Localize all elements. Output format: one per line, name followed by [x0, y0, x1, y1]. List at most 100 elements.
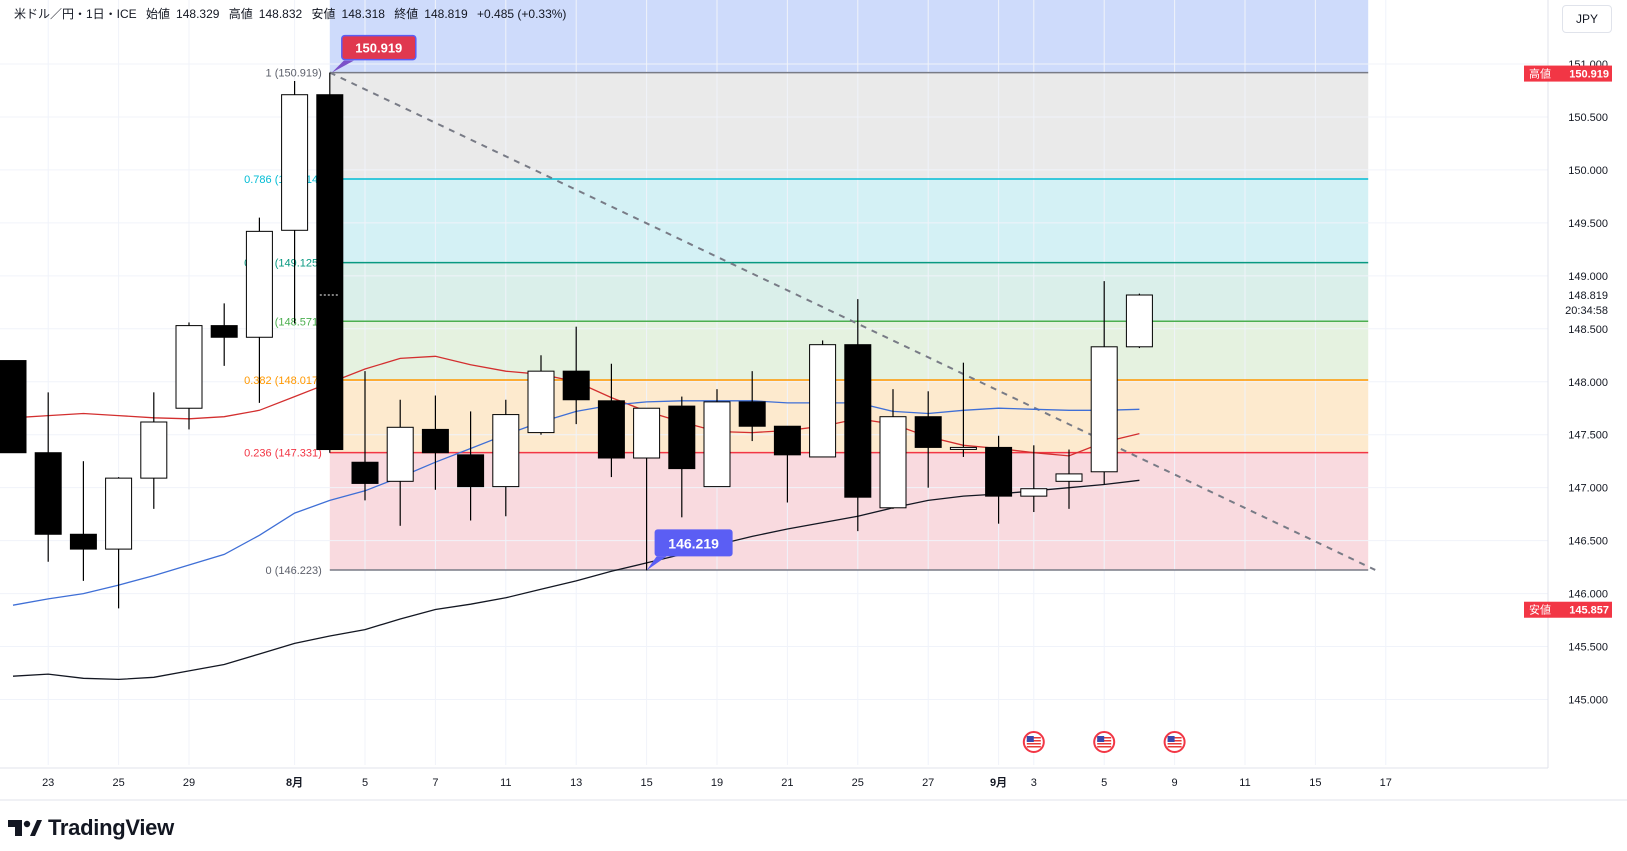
time-axis-tick: 25	[112, 777, 124, 789]
candle-body-up	[1125, 294, 1153, 348]
candle	[562, 326, 590, 425]
period-low-tag-label-bg	[1524, 601, 1556, 618]
candle	[597, 363, 625, 478]
us-event-flag-icon	[1163, 731, 1186, 753]
high-marker-text: 150.919	[355, 41, 402, 56]
candle	[492, 399, 520, 517]
candle-body-up	[879, 416, 907, 509]
symbol-title[interactable]: 米ドル／円・1日・ICE	[14, 7, 137, 21]
candle-body-up	[1020, 488, 1048, 497]
high-marker-box	[341, 34, 417, 61]
open-label: 始値	[146, 7, 171, 21]
candle	[738, 371, 766, 442]
candle	[69, 461, 97, 581]
candle	[1020, 445, 1048, 513]
candle-body-down	[210, 325, 238, 338]
us-event-flag-icon	[1093, 731, 1116, 753]
tradingview-logo[interactable]: TradingView	[8, 814, 174, 842]
time-axis-tick: 15	[640, 777, 652, 789]
candle-body-down	[69, 533, 97, 550]
candle-body-down	[457, 454, 485, 488]
candle	[668, 396, 696, 518]
price-axis-tick: 145.500	[1568, 642, 1608, 654]
us-event-flag-icon	[1022, 731, 1045, 753]
period-high-tag-label-bg	[1524, 65, 1556, 82]
candle	[316, 72, 344, 453]
symbol-header: 米ドル／円・1日・ICE 始値 148.329 高値 148.832 安値 148.3…	[14, 5, 572, 22]
fib-zone-0.618	[329, 262, 1369, 322]
moving-average-ma-long	[12, 479, 1140, 681]
close-value: 148.819	[424, 7, 468, 21]
period-low-tag-bg	[1556, 601, 1612, 618]
candle-body-up	[105, 477, 133, 550]
close-label: 終値	[394, 7, 419, 21]
candle	[1125, 293, 1153, 349]
time-axis-tick: 3	[1031, 777, 1037, 789]
event-icon-stripe	[1167, 743, 1182, 745]
candle	[386, 399, 414, 526]
candle	[809, 340, 837, 458]
candle	[914, 391, 942, 488]
candle-body-down	[668, 405, 696, 470]
candle	[105, 477, 133, 609]
low-marker-text: 146.219	[668, 535, 719, 551]
candle-body-down	[738, 401, 766, 427]
time-axis-tick: 15	[1309, 777, 1321, 789]
period-high-tag-value: 150.919	[1569, 69, 1609, 81]
price-axis-tick: 148.500	[1568, 324, 1608, 336]
candle	[210, 303, 238, 366]
candle	[175, 322, 203, 430]
candle	[1090, 281, 1118, 485]
open-value: 148.329	[176, 7, 220, 21]
countdown-label: 20:34:58	[1565, 305, 1608, 317]
candle-body-down	[914, 416, 942, 448]
period-low-tag-value: 145.857	[1569, 605, 1609, 617]
candle	[457, 411, 485, 521]
fib-zone-1	[329, 72, 1369, 180]
currency-button[interactable]: JPY	[1562, 5, 1612, 33]
period-low-tag-label: 安値	[1529, 603, 1551, 617]
candle-body-down	[351, 461, 379, 484]
candle	[879, 389, 907, 509]
low-marker-pointer	[646, 556, 667, 571]
candle	[140, 392, 168, 509]
high-label: 高値	[228, 7, 253, 21]
candle-body-up	[949, 446, 977, 450]
time-axis-tick: 13	[570, 777, 582, 789]
candle	[351, 371, 379, 501]
candle-body-down	[844, 344, 872, 498]
fib-label-0.382: 0.382 (148.017)	[244, 375, 322, 387]
candle-body-up	[245, 230, 273, 338]
event-icon-stripe	[1026, 743, 1041, 745]
time-axis-tick: 23	[42, 777, 54, 789]
fib-label-0: 0 (146.223)	[266, 565, 322, 577]
candle-body-down	[421, 428, 449, 454]
time-axis-tick: 21	[781, 777, 793, 789]
candle-body-up	[281, 94, 309, 231]
period-high-tag-label: 高値	[1529, 67, 1551, 81]
candle	[703, 389, 731, 488]
price-axis-tick: 150.000	[1568, 165, 1608, 177]
time-axis-tick: 25	[852, 777, 864, 789]
candle-body-up	[1090, 346, 1118, 473]
fib-zone-0.786	[329, 179, 1369, 263]
low-value: 148.318	[341, 7, 385, 21]
time-axis-tick: 9月	[990, 776, 1007, 789]
current-price-label: 148.819	[1568, 290, 1608, 302]
price-axis-tick: 149.500	[1568, 218, 1608, 230]
event-icon-stripe	[1026, 746, 1041, 748]
candle	[844, 299, 872, 532]
time-axis-tick: 29	[183, 777, 195, 789]
candle	[281, 80, 309, 324]
time-axis-tick: 11	[500, 777, 511, 789]
high-marker-pointer	[331, 60, 354, 73]
candle-body-down	[34, 452, 62, 535]
candle	[773, 425, 801, 503]
candle-body-up	[1055, 473, 1083, 482]
event-icon-canton	[1167, 736, 1175, 742]
trend-line-dashed	[329, 71, 1376, 571]
price-axis-tick: 148.000	[1568, 377, 1608, 389]
price-axis-tick: 150.500	[1568, 112, 1608, 124]
time-axis-tick: 19	[711, 777, 723, 789]
